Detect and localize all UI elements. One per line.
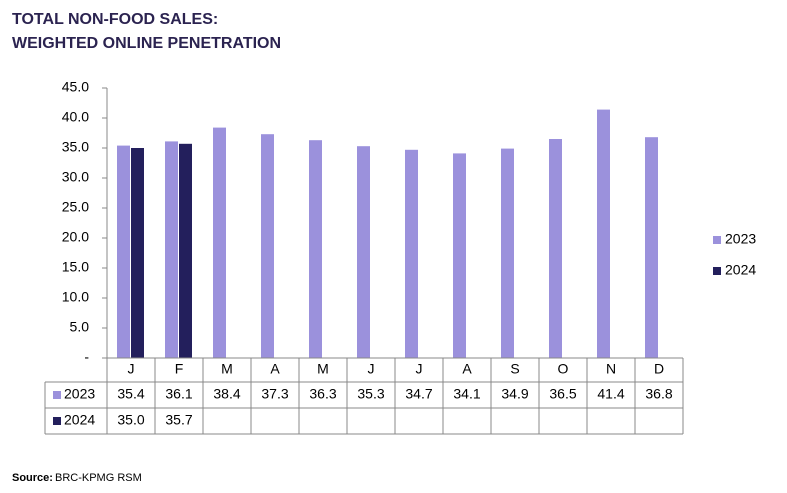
- y-tick-label: 20.0: [62, 229, 89, 245]
- x-tick-label: O: [558, 361, 569, 377]
- table-value: 38.4: [213, 386, 240, 402]
- table-value: 35.4: [117, 386, 144, 402]
- legend-key: [713, 267, 721, 275]
- chart-subtitle: WEIGHTED ONLINE PENETRATION: [12, 35, 281, 52]
- y-tick-label: 30.0: [62, 169, 89, 185]
- bar: [501, 148, 514, 358]
- bar: [309, 140, 322, 358]
- chart-title: TOTAL NON-FOOD SALES:: [12, 11, 218, 28]
- x-tick-label: J: [368, 361, 375, 377]
- table-value: 37.3: [261, 386, 288, 402]
- x-tick-label: D: [654, 361, 664, 377]
- x-tick-label: F: [175, 361, 184, 377]
- bar: [549, 139, 562, 358]
- y-tick-label: 5.0: [70, 319, 90, 335]
- bar: [645, 137, 658, 358]
- y-tick-label: -: [84, 349, 89, 365]
- y-tick-label: 40.0: [62, 109, 89, 125]
- y-tick-label: 35.0: [62, 139, 89, 155]
- y-tick-label: 15.0: [62, 259, 89, 275]
- table-value: 34.9: [501, 386, 528, 402]
- bar: [357, 146, 370, 358]
- bar: [179, 143, 192, 358]
- bar: [597, 109, 610, 358]
- y-tick-label: 25.0: [62, 199, 89, 215]
- bar: [453, 153, 466, 358]
- table-value: 34.1: [453, 386, 480, 402]
- x-tick-label: S: [510, 361, 519, 377]
- bar: [165, 141, 178, 358]
- bar: [117, 145, 130, 358]
- table-key: [53, 417, 61, 425]
- table-key: [53, 391, 61, 399]
- bar: [213, 127, 226, 358]
- table-value: 36.5: [549, 386, 576, 402]
- table-value: 36.3: [309, 386, 336, 402]
- x-tick-label: M: [317, 361, 329, 377]
- table-value: 36.8: [645, 386, 672, 402]
- bar: [405, 149, 418, 358]
- table-value: 34.7: [405, 386, 432, 402]
- bar: [131, 148, 144, 358]
- x-tick-label: J: [128, 361, 135, 377]
- x-tick-label: A: [462, 361, 472, 377]
- y-tick-label: 10.0: [62, 289, 89, 305]
- x-tick-label: M: [221, 361, 233, 377]
- source: BRC-KPMG RSM: [55, 472, 142, 484]
- x-tick-label: A: [270, 361, 280, 377]
- table-value: 35.0: [117, 412, 144, 428]
- legend-label: 2023: [725, 231, 756, 247]
- y-tick-label: 45.0: [62, 79, 89, 95]
- table-value: 35.3: [357, 386, 384, 402]
- bar: [261, 134, 274, 358]
- legend-label: 2024: [725, 262, 756, 278]
- table-value: 35.7: [165, 412, 192, 428]
- table-row-label: 2024: [64, 412, 95, 428]
- x-tick-label: N: [606, 361, 616, 377]
- x-tick-label: J: [416, 361, 423, 377]
- table-value: 41.4: [597, 386, 624, 402]
- table-row-label: 2023: [64, 386, 95, 402]
- table-value: 36.1: [165, 386, 192, 402]
- legend-key: [713, 236, 721, 244]
- source-label: Source:: [12, 472, 53, 484]
